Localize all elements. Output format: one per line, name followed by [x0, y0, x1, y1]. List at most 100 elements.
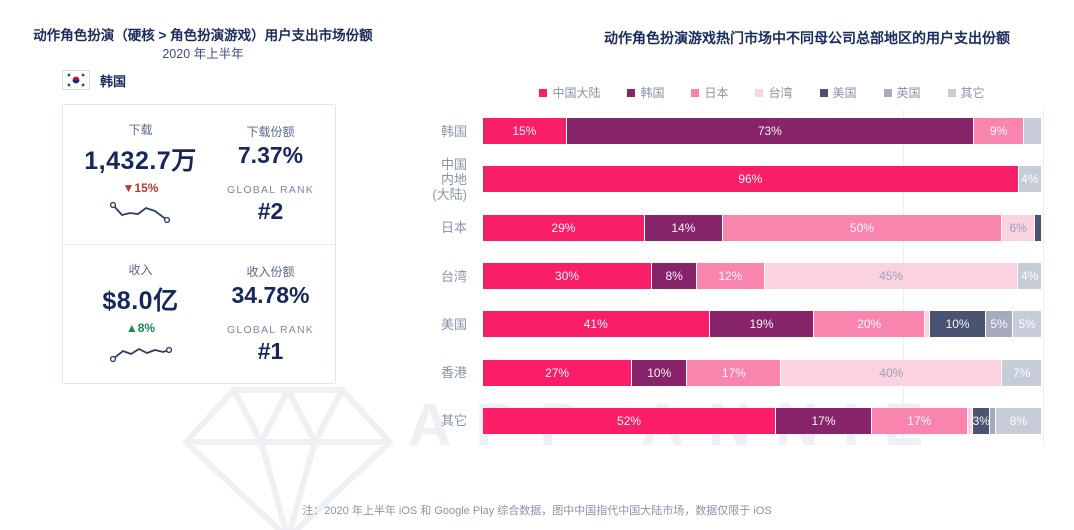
segment-value-label: 96%	[738, 172, 763, 187]
row-label-其它: 其它	[440, 413, 467, 429]
segment-value-label: 29%	[551, 220, 576, 235]
korea-stats-card: 下载 1,432.7万 ▼15% 下载份额 7.37% GLOBAL RANK …	[62, 104, 336, 384]
bar-segment-台湾: 45%	[764, 263, 1019, 290]
revenue-share-value: 34.78%	[231, 282, 310, 308]
downloads-label: 下载	[128, 123, 153, 137]
segment-value-label: 15%	[512, 124, 537, 139]
chart-legend: 中国大陆 韩国 日本 台湾 美国 英国 其它	[483, 84, 1041, 101]
gem-logo-icon	[183, 387, 393, 530]
bar-segment-其它	[1024, 118, 1041, 145]
chart-row-香港: 香港 27% 10% 17% 40% 7%	[420, 348, 1041, 396]
row-label-韩国: 韩国	[440, 123, 467, 139]
chart-row-日本: 日本 29% 14% 50% 6%	[420, 204, 1041, 252]
downloads-value: 1,432.7万	[84, 147, 197, 175]
segment-value-label: 5%	[1018, 317, 1036, 332]
downloads-share-label: 下载份额	[246, 125, 295, 139]
stacked-bar-中国内地(大陆): 96% 4%	[483, 166, 1041, 193]
chart-row-韩国: 韩国 15% 73% 9%	[420, 107, 1041, 155]
bar-segment-日本: 17%	[687, 359, 782, 386]
row-label-香港: 香港	[440, 365, 467, 381]
revenue-label: 收入	[128, 263, 153, 277]
bar-segment-美国	[1035, 214, 1041, 241]
legend-label: 中国大陆	[552, 86, 601, 100]
revenue-share-label: 收入份额	[246, 265, 295, 279]
legend-item-日本: 日本	[691, 84, 728, 101]
bar-segment-韩国: 19%	[709, 311, 815, 338]
segment-value-label: 4%	[1021, 269, 1039, 284]
left-chart-subtitle: 2020 年上半年	[162, 47, 244, 61]
bar-segment-日本: 17%	[871, 407, 968, 434]
legend-item-韩国: 韩国	[627, 84, 664, 101]
row-label-日本: 日本	[440, 220, 467, 236]
segment-value-label: 4%	[1021, 172, 1039, 187]
segment-value-label: 8%	[1009, 413, 1028, 428]
bar-segment-美国: 10%	[930, 311, 986, 338]
bar-segment-日本: 20%	[814, 311, 925, 338]
segment-value-label: 3%	[973, 413, 990, 428]
bar-segment-中国大陆: 41%	[483, 311, 710, 338]
bar-segment-中国大陆: 52%	[483, 407, 777, 434]
bar-segment-日本: 12%	[697, 263, 765, 290]
downloads-sparkline	[109, 201, 170, 224]
segment-value-label: 20%	[857, 317, 882, 332]
bar-segment-日本: 50%	[722, 214, 1002, 241]
segment-value-label: 7%	[1012, 365, 1031, 380]
bar-segment-其它: 7%	[1002, 359, 1041, 386]
legend-label: 其它	[960, 86, 985, 100]
legend-label: 英国	[896, 86, 921, 100]
segment-value-label: 30%	[555, 269, 580, 284]
downloads-section: 下载 1,432.7万 ▼15% 下载份额 7.37% GLOBAL RANK …	[63, 105, 335, 244]
bar-segment-日本: 9%	[974, 118, 1025, 145]
bar-segment-台湾: 40%	[781, 359, 1003, 386]
segment-value-label: 45%	[879, 269, 904, 284]
downloads-share-value: 7.37%	[237, 142, 304, 168]
chart-row-美国: 美国 41% 19% 20% 10% 5% 5%	[420, 300, 1041, 348]
bar-segment-台湾	[924, 311, 931, 338]
segment-value-label: 27%	[545, 365, 570, 380]
legend-swatch-icon	[691, 88, 700, 97]
bar-segment-美国: 3%	[973, 407, 991, 434]
segment-value-label: 19%	[749, 317, 774, 332]
footnote: 注：2020 年上半年 iOS 和 Google Play 综合数据，图中中国指…	[302, 505, 772, 517]
stacked-bar-台湾: 30% 8% 12% 45% 4%	[483, 263, 1041, 290]
bar-segment-英国: 5%	[985, 311, 1014, 338]
south-korea-flag-icon	[62, 70, 90, 90]
legend-item-其它: 其它	[947, 84, 985, 101]
legend-label: 日本	[704, 86, 729, 100]
segment-value-label: 73%	[757, 124, 782, 139]
row-label-美国: 美国	[440, 316, 467, 332]
stacked-bar-其它: 52% 17% 17% 3% 8%	[483, 407, 1041, 434]
bar-segment-韩国: 10%	[632, 359, 688, 386]
country-label: 韩国	[100, 73, 127, 89]
country-header: 韩国	[62, 70, 126, 90]
downloads-rank-value: #2	[257, 198, 284, 224]
segment-value-label: 6%	[1009, 220, 1027, 235]
stacked-bar-日本: 29% 14% 50% 6%	[483, 214, 1041, 241]
stacked-bar-chart: 韩国 15% 73% 9% 中国 内地 (大陆) 96% 4% 日本 29% 14% 50% 6% 台湾…	[420, 107, 1044, 446]
legend-label: 韩国	[640, 86, 665, 100]
legend-item-英国: 英国	[883, 84, 921, 101]
segment-value-label: 40%	[879, 365, 904, 380]
segment-value-label: 9%	[989, 124, 1008, 139]
segment-value-label: 52%	[617, 413, 642, 428]
legend-item-台湾: 台湾	[755, 84, 793, 101]
legend-item-中国大陆: 中国大陆	[539, 84, 600, 101]
segment-value-label: 10%	[647, 365, 672, 380]
segment-value-label: 41%	[583, 317, 608, 332]
legend-swatch-icon	[947, 88, 956, 97]
segment-value-label: 17%	[907, 413, 932, 428]
revenue-change-badge: ▲8%	[125, 321, 156, 335]
revenue-section: 收入 $8.0亿 ▲8% 收入份额 34.78% GLOBAL RANK #1	[63, 244, 335, 383]
segment-value-label: 10%	[945, 317, 970, 332]
bar-segment-韩国: 8%	[652, 263, 698, 290]
segment-value-label: 50%	[849, 220, 874, 235]
segment-value-label: 5%	[990, 317, 1008, 332]
bar-segment-中国大陆: 27%	[483, 359, 633, 386]
revenue-rank-label: GLOBAL RANK	[227, 324, 314, 336]
legend-label: 台湾	[768, 86, 793, 100]
bar-segment-其它: 4%	[1018, 166, 1041, 193]
bar-segment-台湾: 6%	[1001, 214, 1036, 241]
legend-swatch-icon	[627, 88, 636, 97]
revenue-value: $8.0亿	[102, 287, 179, 315]
